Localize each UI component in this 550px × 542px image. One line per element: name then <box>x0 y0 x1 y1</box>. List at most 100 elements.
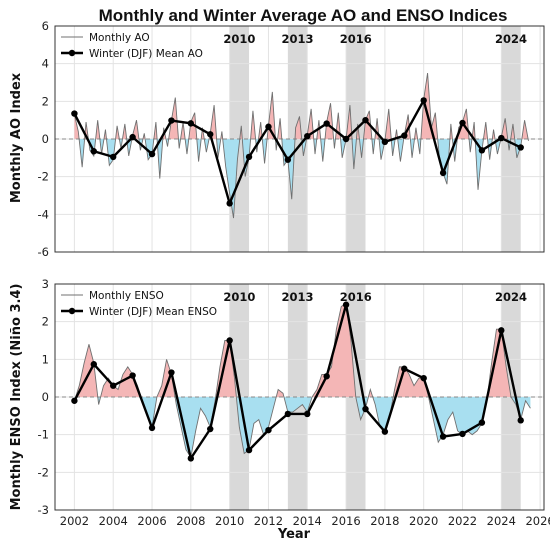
ao-winter-mean-point <box>401 132 408 139</box>
ao-winter-mean-point <box>304 132 311 140</box>
enso-legend-monthly-label: Monthly ENSO <box>89 290 164 302</box>
x-axis-label: Year <box>277 527 311 542</box>
enso-y-tick-label: 1 <box>42 352 49 366</box>
enso-winter-mean-point <box>226 337 233 344</box>
enso-x-tick-label: 2002 <box>60 514 89 528</box>
enso-winter-mean-point <box>401 365 408 372</box>
ao-winter-mean-point <box>265 123 272 130</box>
enso-winter-mean-point <box>420 374 427 382</box>
enso-series <box>55 301 544 462</box>
enso-winter-mean-point <box>148 424 156 432</box>
enso-winter-mean-point <box>381 428 389 435</box>
ao-winter-mean-point <box>478 147 486 154</box>
enso-x-tick-label: 2026 <box>525 514 550 528</box>
ao-y-tick-label: -4 <box>38 207 49 221</box>
enso-winter-mean-point <box>187 455 195 462</box>
ao-winter-mean-point <box>459 119 466 127</box>
enso-x-tick-label: 2022 <box>448 514 477 528</box>
enso-y-tick-label: -3 <box>38 503 49 517</box>
enso-x-tick-label: 2020 <box>409 514 438 528</box>
enso-negative-fill <box>74 397 531 458</box>
ao-winter-mean-point <box>71 110 78 117</box>
ao-legend-monthly-label: Monthly AO <box>89 32 150 44</box>
enso-y-tick-label: 2 <box>42 315 49 329</box>
ao-y-tick-label: 0 <box>42 132 49 146</box>
enso-x-tick-label: 2018 <box>370 514 399 528</box>
enso-winter-mean-point <box>439 433 447 440</box>
ao-monthly-line <box>73 73 529 219</box>
enso-winter-mean-point <box>459 430 466 438</box>
enso-x-tick-label: 2012 <box>254 514 283 528</box>
enso-highlight-year-label: 2024 <box>495 290 527 304</box>
enso-y-tick-label: 0 <box>42 390 49 404</box>
ao-winter-mean-point <box>420 97 427 104</box>
enso-x-tick-label: 2004 <box>99 514 128 528</box>
enso-winter-mean-point <box>245 446 253 454</box>
enso-winter-mean-point <box>110 382 117 389</box>
ao-axes: -6 -4 -2 0 2 4 6 <box>38 19 545 259</box>
enso-highlight-year-label: 2010 <box>223 290 255 304</box>
enso-y-axis-label: Monthly ENSO Index (Niño 3.4) <box>9 284 24 511</box>
enso-highlight-year-label: 2013 <box>282 290 314 304</box>
ao-panel: 2010 2013 2016 2024 -6 -4 -2 0 2 4 6 Monthly AO I… <box>9 19 545 259</box>
ao-legend: Monthly AO Winter (DJF) Mean AO <box>61 32 203 60</box>
ao-y-tick-label: -6 <box>38 245 49 259</box>
enso-plot-frame <box>54 283 545 511</box>
ao-winter-mean-point <box>90 148 98 155</box>
ao-highlight-year-label: 2016 <box>340 32 372 46</box>
enso-x-tick-label: 2014 <box>293 514 322 528</box>
ao-y-tick-label: -2 <box>38 170 49 184</box>
enso-x-tick-label: 2024 <box>487 514 516 528</box>
ao-winter-mean-point <box>439 169 447 177</box>
enso-y-tick-label: 3 <box>42 277 49 291</box>
ao-winter-mean-point <box>245 153 253 161</box>
ao-y-axis-label: Monthly AO Index <box>9 72 24 203</box>
ao-y-tick-label: 6 <box>42 19 49 33</box>
enso-winter-mean-point <box>323 373 330 380</box>
ao-winter-mean-point <box>187 120 195 127</box>
enso-winter-mean-point <box>478 419 486 426</box>
ao-winter-mean-point <box>129 133 136 141</box>
ao-plot-frame <box>54 25 545 253</box>
ao-winter-mean-point <box>381 138 389 146</box>
ao-winter-mean-point <box>207 131 214 138</box>
ao-winter-mean-point <box>362 116 369 124</box>
ao-series <box>55 73 544 219</box>
ao-y-tick-label: 4 <box>42 57 49 71</box>
enso-y-tick-label: -1 <box>38 428 49 442</box>
enso-x-tick-label: 2006 <box>137 514 166 528</box>
enso-winter-mean-point <box>284 410 292 418</box>
ao-highlight-labels: 2010 2013 2016 2024 <box>223 32 527 46</box>
enso-x-tick-label: 2010 <box>215 514 244 528</box>
enso-highlight-labels: 2010 2013 2016 2024 <box>223 290 527 304</box>
ao-y-tick-label: 2 <box>42 94 49 108</box>
enso-panel: 2010 2013 2016 2024 -3 -2 -1 0 1 2 3 2002 2004 2006 2… <box>9 277 550 528</box>
ao-highlight-year-label: 2013 <box>282 32 314 46</box>
ao-winter-mean-point <box>148 150 156 158</box>
enso-winter-mean-point <box>207 425 214 433</box>
enso-winter-mean-point <box>129 372 136 379</box>
enso-winter-mean-point <box>342 301 350 308</box>
enso-winter-mean-point <box>304 410 311 418</box>
enso-axes: -3 -2 -1 0 1 2 3 2002 2004 2006 2008 2010 2012 2014 20… <box>38 277 550 528</box>
ao-winter-mean-point <box>498 134 505 142</box>
enso-winter-mean-point <box>71 397 78 404</box>
enso-winter-mean-point <box>517 417 524 424</box>
enso-winter-mean-point <box>362 405 369 413</box>
enso-winter-mean-point <box>498 327 505 334</box>
ao-winter-mean-point <box>110 153 117 161</box>
ao-winter-mean-point <box>284 156 292 163</box>
ao-winter-mean-line <box>73 99 522 205</box>
ao-legend-winter-label: Winter (DJF) Mean AO <box>89 48 203 60</box>
ao-highlight-year-label: 2010 <box>223 32 255 46</box>
ao-winter-mean-point <box>168 117 175 124</box>
enso-legend: Monthly ENSO Winter (DJF) Mean ENSO <box>61 290 217 318</box>
ao-winter-mean-point <box>226 200 233 207</box>
ao-winter-mean-point <box>342 135 350 143</box>
ao-winter-mean-point <box>517 144 524 151</box>
ao-legend-winter-marker <box>68 49 76 57</box>
enso-winter-mean-line <box>73 303 522 460</box>
enso-winter-mean-point <box>90 361 98 368</box>
enso-x-tick-label: 2016 <box>331 514 360 528</box>
